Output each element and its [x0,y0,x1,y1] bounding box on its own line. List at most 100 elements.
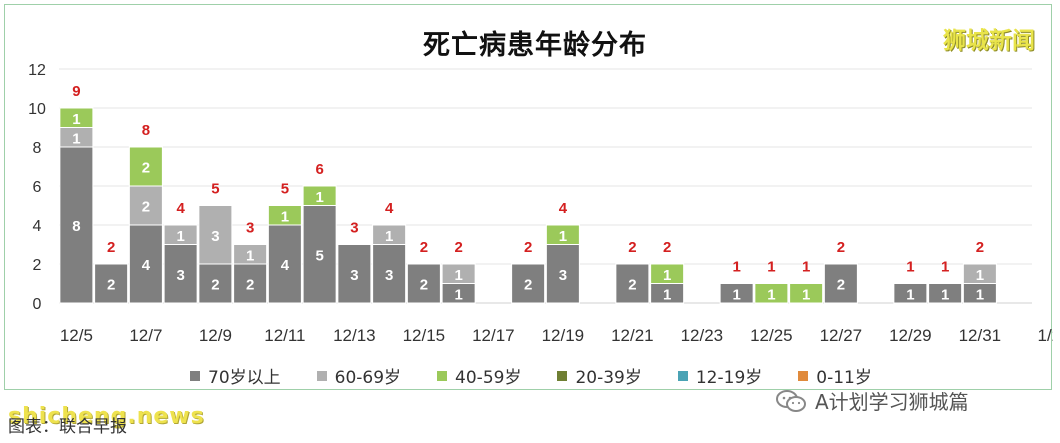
bar-total-label: 1 [941,259,949,276]
bar-total-label: 4 [559,200,568,217]
bar-value-label: 5 [315,247,323,264]
legend-swatch [437,370,448,381]
bar-value-label: 1 [72,111,80,128]
channel-name: A计划学习狮城篇 [815,390,969,414]
bar-total-label: 1 [732,259,740,276]
watermark-brand: 狮城新闻 [943,28,1035,54]
legend-swatch [798,370,809,381]
bar-segment [198,205,233,265]
legend-item: 60-69岁 [316,363,402,388]
bar-value-label: 1 [281,208,289,225]
watermark-site: shicheng.news [8,404,205,429]
legend-item: 70岁以上 [190,363,281,388]
bar-value-label: 1 [315,189,323,206]
bar-segment [372,244,407,304]
bar-value-label: 1 [454,267,462,284]
bar-segment [441,263,476,284]
x-tick-label: 12/19 [542,326,585,345]
bar-segment [337,244,372,304]
legend-item: 12-19岁 [677,363,762,388]
legend-label: 70岁以上 [208,368,281,388]
bar-segment [650,263,685,284]
bar-segment [163,224,198,245]
bar-value-label: 2 [524,277,532,294]
bar-value-label: 1 [663,286,671,303]
bar-value-label: 1 [454,286,462,303]
bar-total-label: 6 [315,161,323,178]
bar-total-label: 5 [211,181,219,198]
x-tick-label: 12/21 [611,326,654,345]
bar-segment [615,263,650,304]
bar-value-label: 2 [142,199,150,216]
legend-label: 20-39岁 [575,368,642,388]
bar-value-label: 3 [350,267,358,284]
bar-segment [128,224,163,304]
legend-item: 0-11岁 [798,363,872,388]
bar-value-label: 1 [385,228,393,245]
bar-total-label: 3 [246,220,254,237]
x-tick-label: 12/15 [403,326,446,345]
x-tick-label: 1/2 [1038,326,1053,345]
bar-value-label: 1 [976,267,984,284]
x-tick-label: 12/29 [889,326,932,345]
channel-badge: A计划学习狮城篇 [775,386,969,415]
bar-value-label: 2 [142,160,150,177]
legend-swatch [316,370,327,381]
chart-plot: 0246810128119224228314235213415516333142… [28,62,1053,345]
bar-segment [406,263,441,304]
bar-value-label: 1 [941,286,949,303]
bar-value-label: 3 [211,228,219,245]
bar-value-label: 1 [906,286,914,303]
chart-frame: 0 2 4 6 8 10 12 8 1 1 9 2 2 4 2 2 8 3 1 4 2 3 5 2 1 3 4 1 5 5 1 6 3 3 3 1 4 2… [4,4,1053,390]
x-tick-label: 12/25 [750,326,793,345]
legend-swatch [190,370,200,381]
x-tick-label: 12/23 [681,326,724,345]
x-tick-label: 12/27 [820,326,863,345]
wechat-icon [776,389,806,412]
bar-value-label: 8 [72,218,80,235]
legend-label: 40-59岁 [455,368,522,388]
bar-segment [789,283,824,304]
bar-segment [823,263,858,304]
legend-label: 60-69岁 [334,368,402,388]
bar-segment [233,263,268,304]
bar-total-label: 2 [454,239,462,256]
bar-value-label: 3 [176,267,184,284]
bar-value-label: 1 [976,286,984,303]
bar-segment [128,185,163,226]
bar-total-label: 2 [628,239,636,256]
bar-value-label: 1 [72,130,80,147]
x-tick-label: 12/13 [333,326,376,345]
bar-total-label: 2 [524,239,532,256]
bar-value-label: 3 [559,267,567,284]
legend-swatch [677,370,688,381]
x-tick-label: 12/11 [264,326,305,345]
bar-total-label: 5 [281,181,289,198]
bar-segment [267,205,302,226]
bar-total-label: 8 [142,122,150,139]
bar-value-label: 1 [559,228,567,245]
bar-segment [233,244,268,265]
bar-segment [928,283,963,304]
bar-total-label: 2 [420,239,428,256]
x-tick-label: 12/31 [959,326,1002,345]
bar-value-label: 2 [837,277,845,294]
bar-total-label: 3 [350,220,358,237]
y-tick-label: 10 [28,101,46,118]
legend-label: 0-11岁 [816,368,872,388]
bar-value-label: 3 [385,267,393,284]
bar-value-label: 1 [802,286,810,303]
bar-total-label: 2 [663,239,671,256]
image-caption: 图表：联合早报 [8,417,127,437]
bar-segment [94,263,129,304]
bar-value-label: 1 [663,267,671,284]
legend-item: 20-39岁 [557,363,642,388]
bar-total-label: 4 [176,200,185,217]
bar-value-label: 2 [107,277,115,294]
x-tick-label: 12/5 [60,326,93,345]
x-tick-label: 12/7 [129,326,162,345]
y-tick-label: 6 [33,179,42,196]
bar-total-label: 9 [72,83,80,100]
bar-segment [893,283,928,304]
legend-swatch [557,370,568,381]
